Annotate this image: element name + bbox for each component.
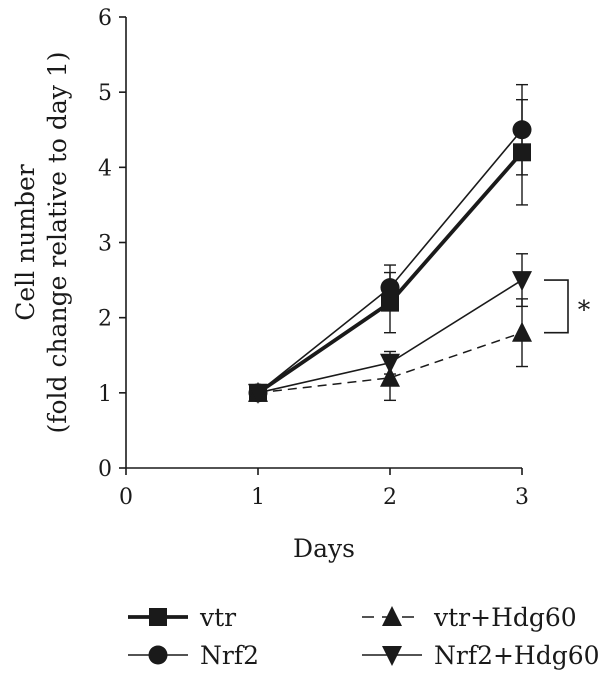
legend-marker — [148, 645, 168, 665]
legend: vtr Nrf2 vtr+Hdg60 Nrf2+Hdg60 — [128, 603, 600, 670]
y-tick-label: 4 — [98, 156, 112, 181]
significance-bracket: * — [544, 279, 591, 334]
y-ticks: 0 1 2 3 4 5 6 — [98, 6, 126, 482]
series-nrf2-hdg60 — [248, 253, 532, 404]
series-layer — [248, 83, 532, 404]
y-tick-label: 0 — [98, 457, 112, 482]
legend-label: Nrf2+Hdg60 — [434, 641, 600, 670]
y-tick-label: 1 — [98, 382, 112, 407]
x-tick-label: 0 — [119, 485, 133, 510]
significance-star: * — [578, 295, 591, 324]
data-point-nrf2-hdg60 — [512, 271, 532, 292]
legend-label: vtr — [199, 603, 236, 632]
legend-item-vtr: vtr — [128, 603, 236, 632]
axes: 0 1 2 3 4 5 6 0 1 2 3 — [98, 6, 529, 510]
legend-marker — [382, 606, 402, 626]
legend-item-vtr-hdg60: vtr+Hdg60 — [362, 603, 577, 632]
data-point-nrf2 — [512, 120, 532, 140]
x-tick-label: 3 — [515, 485, 529, 510]
data-point-nrf2-hdg60 — [380, 353, 400, 374]
y-tick-label: 2 — [98, 307, 112, 332]
legend-item-nrf2: Nrf2 — [128, 641, 259, 670]
data-point-nrf2-hdg60 — [248, 383, 268, 404]
x-axis-label: Days — [293, 534, 355, 563]
significance-bracket-line — [544, 279, 569, 334]
x-tick-label: 2 — [383, 485, 397, 510]
y-tick-label: 5 — [98, 81, 112, 106]
x-tick-label: 1 — [251, 485, 265, 510]
series-line-vtr-hdg60 — [257, 331, 523, 394]
y-axis-label-line1: Cell number — [11, 164, 40, 321]
data-point-vtr-hdg60 — [512, 321, 532, 342]
y-tick-label: 6 — [98, 6, 112, 31]
data-point-nrf2 — [380, 278, 400, 298]
legend-label: vtr+Hdg60 — [433, 603, 577, 632]
legend-label: Nrf2 — [200, 641, 259, 670]
legend-item-nrf2-hdg60: Nrf2+Hdg60 — [362, 641, 600, 670]
legend-marker — [382, 646, 402, 666]
x-ticks: 0 1 2 3 — [119, 468, 529, 510]
y-tick-label: 3 — [98, 232, 112, 257]
data-point-vtr-hdg60 — [380, 366, 400, 387]
y-axis-label-line2: (fold change relative to day 1) — [43, 51, 72, 433]
legend-marker — [149, 608, 167, 626]
